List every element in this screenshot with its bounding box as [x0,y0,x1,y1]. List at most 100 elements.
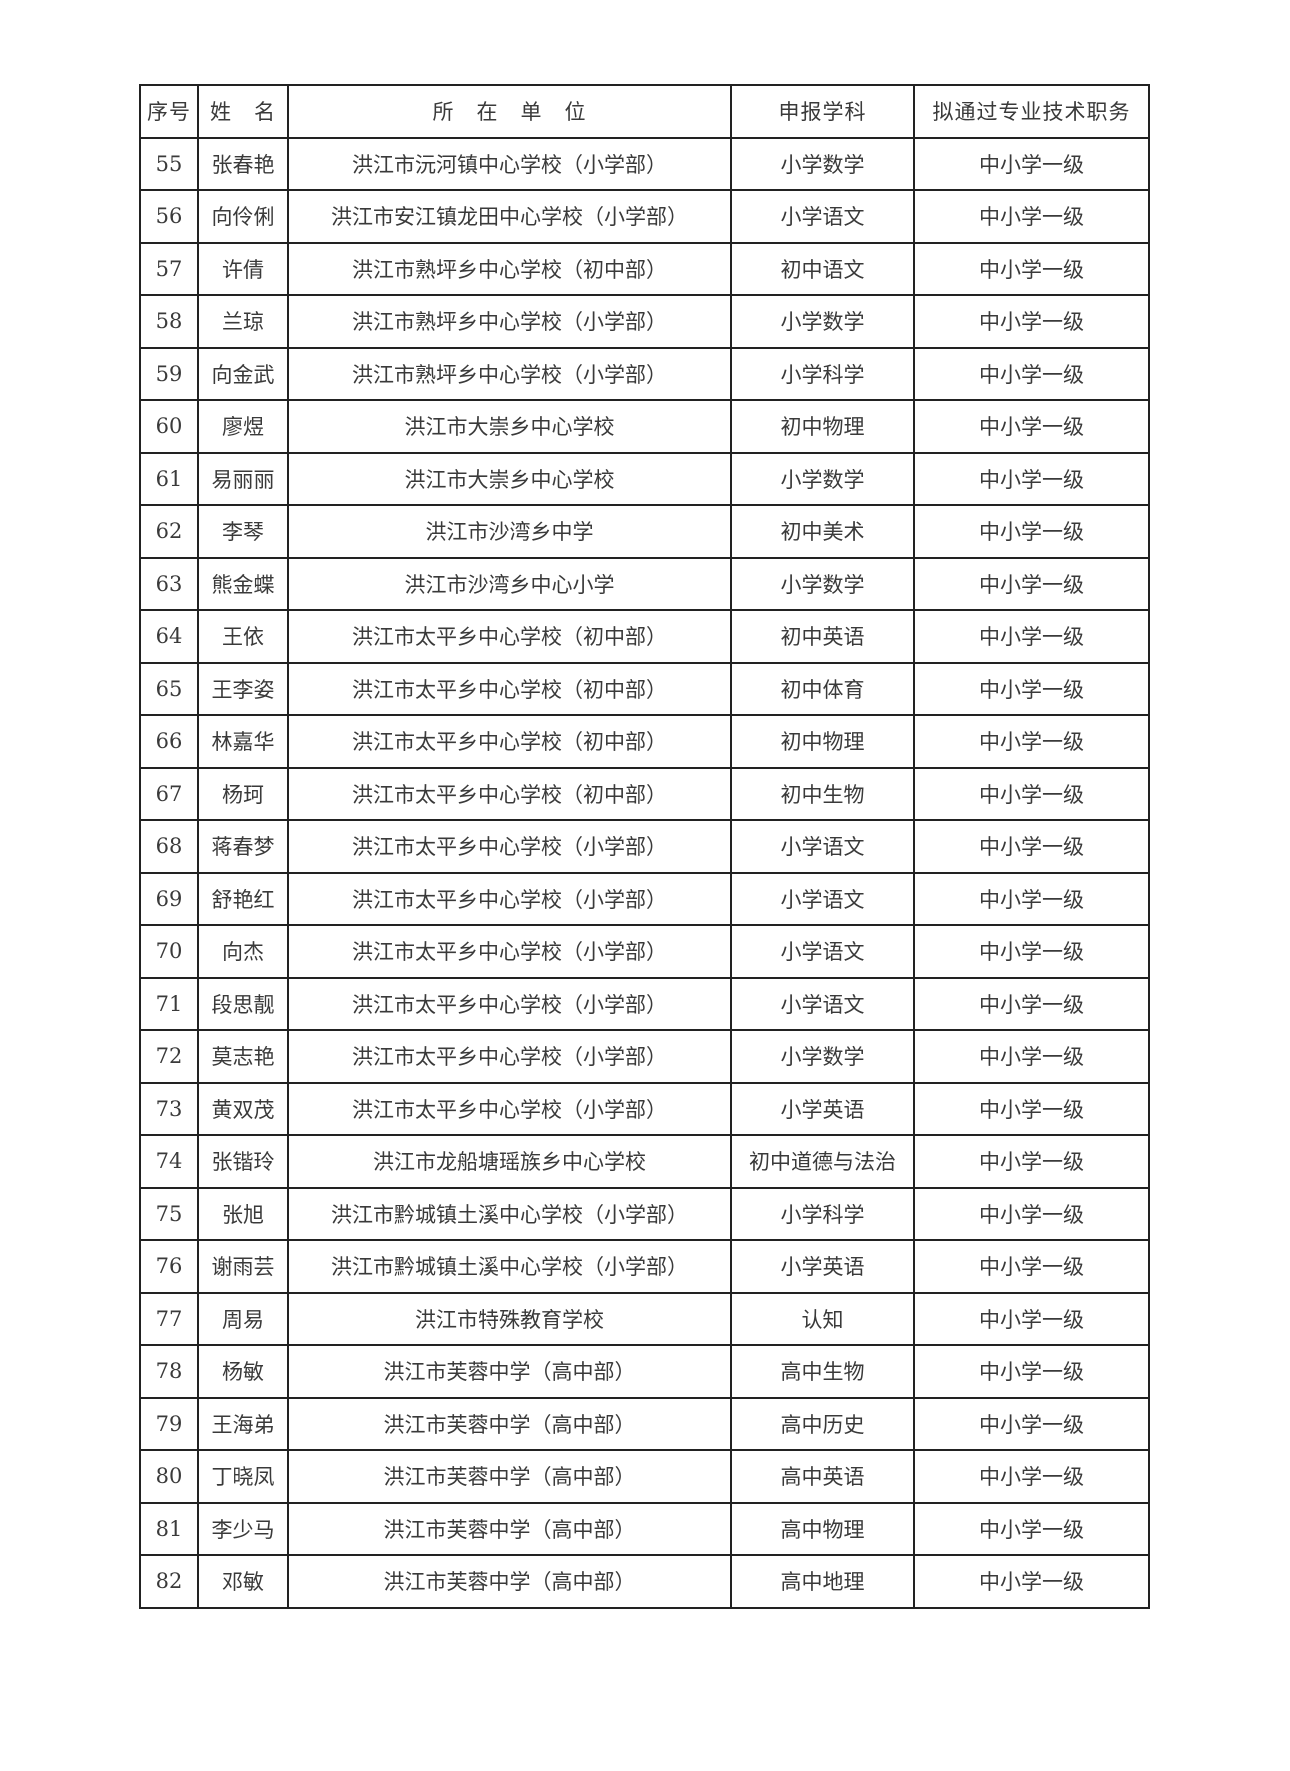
cell-title: 中小学一级 [913,1186,1150,1241]
cell-unit: 洪江市太平乡中心学校（小学部） [287,924,732,979]
cell-subject: 小学数学 [730,1029,915,1084]
cell-name: 李琴 [197,504,289,559]
cell-index: 67 [139,766,199,821]
table-row: 59 向金武 洪江市熟坪乡中心学校（小学部） 小学科学 中小学一级 [139,346,1150,401]
cell-name: 张旭 [197,1186,289,1241]
table-row: 61 易丽丽 洪江市大崇乡中心学校 小学数学 中小学一级 [139,451,1150,506]
cell-title: 中小学一级 [913,1291,1150,1346]
cell-subject: 小学数学 [730,136,915,191]
cell-title: 中小学一级 [913,1081,1150,1136]
table-header-row: 序号 姓 名 所 在 单 位 申报学科 拟通过专业技术职务 [139,84,1150,139]
cell-subject: 小学数学 [730,294,915,349]
table-row: 74 张锴玲 洪江市龙船塘瑶族乡中心学校 初中道德与法治 中小学一级 [139,1134,1150,1189]
cell-unit: 洪江市芙蓉中学（高中部） [287,1554,732,1609]
cell-name: 许倩 [197,241,289,296]
cell-subject: 小学数学 [730,451,915,506]
table-row: 82 邓敏 洪江市芙蓉中学（高中部） 高中地理 中小学一级 [139,1554,1150,1609]
table-row: 70 向杰 洪江市太平乡中心学校（小学部） 小学语文 中小学一级 [139,924,1150,979]
cell-subject: 初中语文 [730,241,915,296]
cell-unit: 洪江市沅河镇中心学校（小学部） [287,136,732,191]
cell-name: 周易 [197,1291,289,1346]
cell-name: 丁晓凤 [197,1449,289,1504]
cell-unit: 洪江市熟坪乡中心学校（小学部） [287,294,732,349]
cell-title: 中小学一级 [913,1344,1150,1399]
cell-name: 李少马 [197,1501,289,1556]
cell-name: 廖煜 [197,399,289,454]
cell-name: 黄双茂 [197,1081,289,1136]
cell-name: 谢雨芸 [197,1239,289,1294]
table-row: 64 王依 洪江市太平乡中心学校（初中部） 初中英语 中小学一级 [139,609,1150,664]
cell-unit: 洪江市太平乡中心学校（小学部） [287,976,732,1031]
table-row: 63 熊金蝶 洪江市沙湾乡中心小学 小学数学 中小学一级 [139,556,1150,611]
cell-title: 中小学一级 [913,714,1150,769]
cell-index: 78 [139,1344,199,1399]
cell-name: 莫志艳 [197,1029,289,1084]
cell-unit: 洪江市熟坪乡中心学校（小学部） [287,346,732,401]
cell-index: 63 [139,556,199,611]
cell-name: 张锴玲 [197,1134,289,1189]
cell-unit: 洪江市黔城镇土溪中心学校（小学部） [287,1239,732,1294]
cell-title: 中小学一级 [913,451,1150,506]
cell-title: 中小学一级 [913,766,1150,821]
cell-index: 65 [139,661,199,716]
table-row: 60 廖煜 洪江市大崇乡中心学校 初中物理 中小学一级 [139,399,1150,454]
cell-title: 中小学一级 [913,294,1150,349]
cell-title: 中小学一级 [913,399,1150,454]
cell-index: 72 [139,1029,199,1084]
cell-index: 55 [139,136,199,191]
table-row: 81 李少马 洪江市芙蓉中学（高中部） 高中物理 中小学一级 [139,1501,1150,1556]
cell-unit: 洪江市黔城镇土溪中心学校（小学部） [287,1186,732,1241]
cell-name: 舒艳红 [197,871,289,926]
table-row: 65 王李姿 洪江市太平乡中心学校（初中部） 初中体育 中小学一级 [139,661,1150,716]
cell-index: 82 [139,1554,199,1609]
header-title: 拟通过专业技术职务 [913,84,1150,139]
cell-index: 75 [139,1186,199,1241]
cell-title: 中小学一级 [913,136,1150,191]
table-row: 75 张旭 洪江市黔城镇土溪中心学校（小学部） 小学科学 中小学一级 [139,1186,1150,1241]
cell-name: 向金武 [197,346,289,401]
cell-subject: 初中道德与法治 [730,1134,915,1189]
cell-unit: 洪江市太平乡中心学校（初中部） [287,609,732,664]
table-row: 77 周易 洪江市特殊教育学校 认知 中小学一级 [139,1291,1150,1346]
cell-title: 中小学一级 [913,1396,1150,1451]
table-row: 62 李琴 洪江市沙湾乡中学 初中美术 中小学一级 [139,504,1150,559]
cell-index: 77 [139,1291,199,1346]
cell-name: 杨敏 [197,1344,289,1399]
cell-subject: 小学语文 [730,871,915,926]
cell-unit: 洪江市太平乡中心学校（初中部） [287,714,732,769]
cell-index: 70 [139,924,199,979]
cell-index: 57 [139,241,199,296]
cell-index: 71 [139,976,199,1031]
table-row: 79 王海弟 洪江市芙蓉中学（高中部） 高中历史 中小学一级 [139,1396,1150,1451]
cell-index: 64 [139,609,199,664]
cell-unit: 洪江市安江镇龙田中心学校（小学部） [287,189,732,244]
table-row: 57 许倩 洪江市熟坪乡中心学校（初中部） 初中语文 中小学一级 [139,241,1150,296]
cell-index: 61 [139,451,199,506]
cell-title: 中小学一级 [913,556,1150,611]
cell-subject: 小学英语 [730,1239,915,1294]
cell-name: 邓敏 [197,1554,289,1609]
cell-title: 中小学一级 [913,241,1150,296]
cell-subject: 小学语文 [730,819,915,874]
cell-unit: 洪江市大崇乡中心学校 [287,399,732,454]
cell-index: 81 [139,1501,199,1556]
cell-unit: 洪江市太平乡中心学校（小学部） [287,1081,732,1136]
cell-subject: 高中生物 [730,1344,915,1399]
cell-name: 向伶俐 [197,189,289,244]
cell-unit: 洪江市龙船塘瑶族乡中心学校 [287,1134,732,1189]
cell-name: 向杰 [197,924,289,979]
table-row: 55 张春艳 洪江市沅河镇中心学校（小学部） 小学数学 中小学一级 [139,136,1150,191]
cell-unit: 洪江市太平乡中心学校（初中部） [287,661,732,716]
cell-subject: 小学语文 [730,924,915,979]
cell-index: 62 [139,504,199,559]
cell-subject: 初中美术 [730,504,915,559]
cell-subject: 认知 [730,1291,915,1346]
cell-index: 80 [139,1449,199,1504]
cell-index: 66 [139,714,199,769]
cell-title: 中小学一级 [913,1554,1150,1609]
table-row: 66 林嘉华 洪江市太平乡中心学校（初中部） 初中物理 中小学一级 [139,714,1150,769]
cell-subject: 高中英语 [730,1449,915,1504]
cell-name: 易丽丽 [197,451,289,506]
cell-subject: 初中物理 [730,399,915,454]
cell-unit: 洪江市沙湾乡中心小学 [287,556,732,611]
